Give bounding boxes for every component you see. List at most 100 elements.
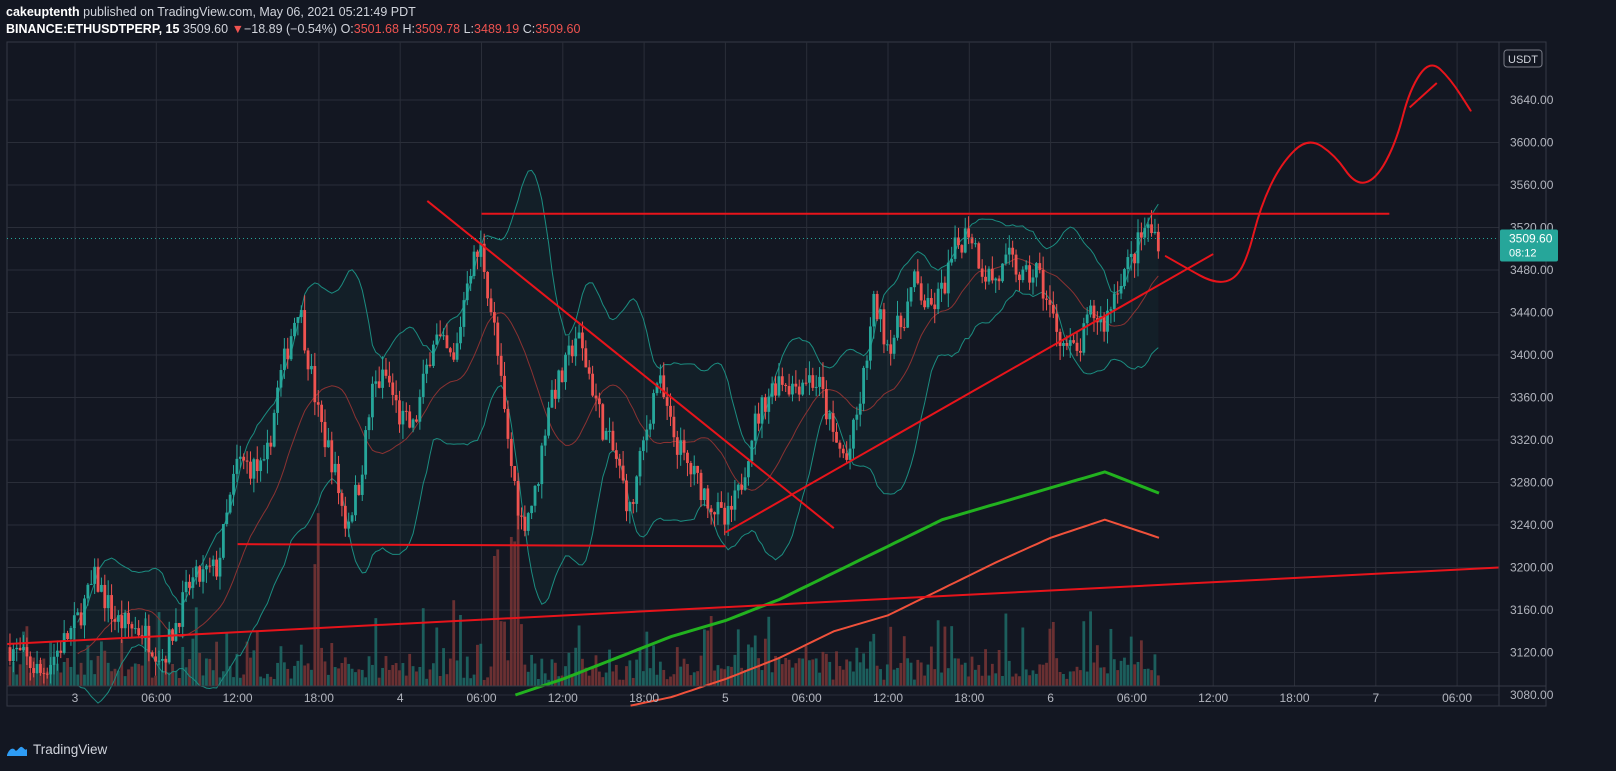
candle-body bbox=[537, 484, 540, 486]
symbol-name[interactable]: BINANCE:ETHUSDTPERP, 15 bbox=[6, 22, 180, 36]
volume-bar bbox=[116, 670, 120, 686]
candle-body bbox=[614, 450, 618, 459]
volume-bar bbox=[1068, 671, 1072, 686]
candle-body bbox=[896, 315, 899, 338]
candle-body bbox=[103, 584, 107, 609]
candle-body bbox=[597, 398, 601, 405]
candle-body bbox=[340, 493, 344, 506]
volume-bar bbox=[811, 659, 815, 686]
candle-body bbox=[496, 322, 500, 356]
candle-body bbox=[831, 413, 835, 432]
candle-body bbox=[570, 345, 574, 357]
candle-body bbox=[767, 396, 771, 412]
volume-bar bbox=[743, 669, 747, 686]
candle-body bbox=[1072, 340, 1076, 343]
candle-body bbox=[89, 583, 93, 585]
candle-body bbox=[719, 502, 723, 508]
volume-bar bbox=[482, 679, 486, 686]
volume-bar bbox=[1031, 670, 1035, 686]
volume-bar bbox=[347, 663, 351, 686]
candle-body bbox=[293, 322, 296, 337]
candle-body bbox=[733, 490, 737, 510]
volume-bar bbox=[100, 641, 103, 686]
candle-body bbox=[760, 397, 764, 424]
candle-body bbox=[780, 376, 784, 385]
volume-bar bbox=[1018, 676, 1021, 686]
volume-bar bbox=[808, 660, 811, 686]
volume-bar bbox=[408, 653, 412, 686]
candle-body bbox=[160, 659, 164, 661]
candle-body bbox=[994, 278, 998, 281]
candle-body bbox=[980, 268, 984, 277]
candle-body bbox=[1045, 298, 1048, 300]
volume-bar bbox=[831, 679, 835, 686]
high-label: H: bbox=[402, 22, 415, 36]
volume-bar bbox=[594, 655, 598, 686]
volume-bar bbox=[835, 651, 838, 686]
candle-body bbox=[408, 411, 412, 428]
price-tick-label: 3240.00 bbox=[1510, 518, 1554, 532]
volume-bar bbox=[889, 626, 893, 686]
candle-body bbox=[1136, 232, 1140, 264]
candle-body bbox=[205, 565, 208, 570]
candle-body bbox=[987, 268, 991, 282]
candle-body bbox=[438, 334, 442, 336]
candle-body bbox=[39, 663, 42, 673]
volume-bar bbox=[110, 671, 113, 686]
candle-body bbox=[357, 484, 361, 495]
candle-body bbox=[1058, 331, 1062, 346]
candle-body bbox=[858, 403, 862, 415]
price-tick-label: 3640.00 bbox=[1510, 93, 1554, 107]
volume-bar bbox=[770, 672, 774, 686]
volume-bar bbox=[692, 672, 696, 686]
volume-bar bbox=[570, 673, 574, 686]
candle-body bbox=[801, 382, 805, 395]
tradingview-brand[interactable]: TradingView bbox=[6, 742, 107, 757]
volume-bar bbox=[89, 660, 93, 686]
volume-bar bbox=[706, 630, 710, 686]
volume-bar bbox=[777, 658, 781, 686]
candle-body bbox=[398, 400, 401, 425]
volume-bar bbox=[452, 600, 456, 686]
candle-body bbox=[1156, 231, 1160, 252]
time-tick-label: 6 bbox=[1047, 691, 1054, 705]
volume-bar bbox=[1112, 659, 1116, 686]
volume-bar bbox=[713, 670, 716, 686]
volume-bar bbox=[201, 675, 205, 686]
candle-body bbox=[11, 649, 15, 661]
candle-body bbox=[774, 383, 777, 396]
volume-bar bbox=[496, 549, 500, 686]
volume-bar bbox=[858, 662, 862, 686]
volume-bar bbox=[167, 672, 171, 686]
volume-bar bbox=[523, 664, 527, 686]
volume-bar bbox=[1075, 666, 1079, 686]
volume-bar bbox=[662, 669, 666, 686]
volume-bar bbox=[926, 664, 930, 686]
volume-bar bbox=[103, 650, 107, 686]
price-tick-label: 3280.00 bbox=[1510, 476, 1554, 490]
volume-bar bbox=[1092, 662, 1096, 686]
candle-body bbox=[83, 598, 86, 626]
time-tick-label: 18:00 bbox=[629, 691, 659, 705]
volume-bar bbox=[967, 676, 971, 686]
time-tick-label: 12:00 bbox=[1198, 691, 1228, 705]
candle-body bbox=[550, 389, 554, 408]
candle-body bbox=[215, 559, 218, 577]
volume-bar bbox=[970, 656, 974, 686]
candle-body bbox=[503, 375, 506, 409]
volume-bar bbox=[1116, 670, 1120, 686]
candle-body bbox=[618, 458, 622, 466]
author-name[interactable]: cakeuptenth bbox=[6, 5, 80, 19]
candle-body bbox=[266, 442, 269, 460]
candle-body bbox=[699, 472, 703, 500]
candle-body bbox=[747, 461, 750, 478]
volume-bar bbox=[198, 653, 202, 686]
volume-bar bbox=[946, 668, 950, 686]
volume-bar bbox=[543, 673, 547, 686]
candle-body bbox=[970, 237, 974, 244]
candle-body bbox=[1123, 269, 1126, 286]
candle-body bbox=[1048, 299, 1052, 305]
candle-body bbox=[862, 367, 866, 404]
volume-bar bbox=[709, 616, 713, 686]
